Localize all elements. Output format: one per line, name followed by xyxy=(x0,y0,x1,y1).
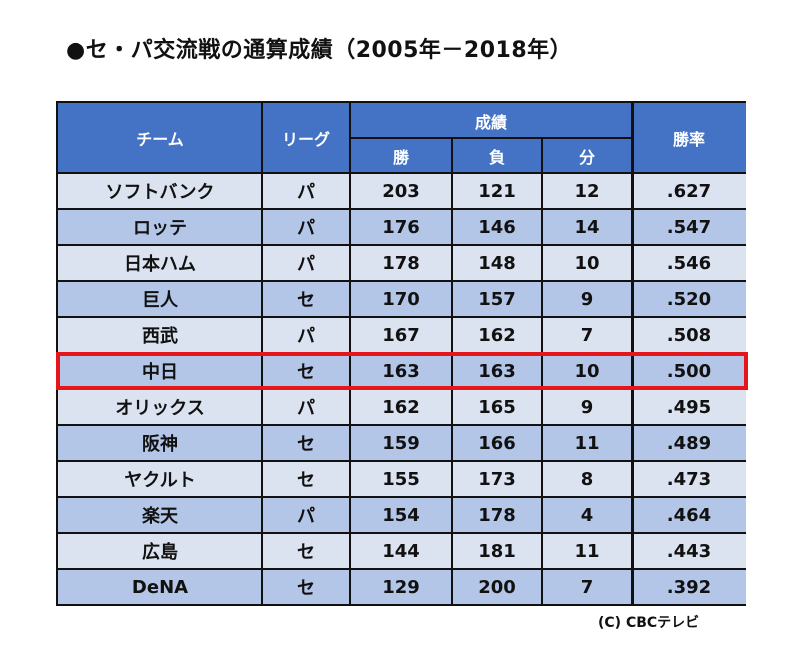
table-cell-pct: .443 xyxy=(632,533,746,569)
table-cell-wins: 159 xyxy=(350,425,452,461)
grid-line xyxy=(541,138,543,605)
table-cell-league: セ xyxy=(262,425,350,461)
header-win-pct: 勝率 xyxy=(632,103,746,173)
table-cell-pct: .508 xyxy=(632,317,746,353)
table-cell-pct: .520 xyxy=(632,281,746,317)
table-cell-wins: 178 xyxy=(350,245,452,281)
table-cell-draws: 12 xyxy=(542,173,632,209)
table-cell-losses: 173 xyxy=(452,461,542,497)
table-cell-league: パ xyxy=(262,245,350,281)
table-cell-team: 西武 xyxy=(58,317,262,353)
table-cell-draws: 4 xyxy=(542,497,632,533)
table-cell-pct: .489 xyxy=(632,425,746,461)
table-cell-wins: 176 xyxy=(350,209,452,245)
table-cell-team: ロッテ xyxy=(58,209,262,245)
grid-line xyxy=(58,280,746,282)
table-cell-league: セ xyxy=(262,461,350,497)
table-cell-wins: 162 xyxy=(350,389,452,425)
table-cell-draws: 10 xyxy=(542,245,632,281)
table-cell-league: パ xyxy=(262,317,350,353)
table-cell-league: セ xyxy=(262,533,350,569)
table-cell-losses: 157 xyxy=(452,281,542,317)
grid-line xyxy=(58,568,746,570)
table-cell-losses: 121 xyxy=(452,173,542,209)
grid-line xyxy=(58,316,746,318)
table-cell-league: パ xyxy=(262,389,350,425)
table-cell-wins: 144 xyxy=(350,533,452,569)
table-cell-wins: 155 xyxy=(350,461,452,497)
header-team: チーム xyxy=(58,103,262,173)
table-cell-losses: 165 xyxy=(452,389,542,425)
table-cell-pct: .392 xyxy=(632,569,746,605)
header-draws: 分 xyxy=(542,138,632,173)
grid-line xyxy=(58,460,746,462)
table-cell-draws: 9 xyxy=(542,281,632,317)
grid-line xyxy=(350,137,632,139)
grid-line xyxy=(58,208,746,210)
table-cell-wins: 167 xyxy=(350,317,452,353)
table-cell-draws: 11 xyxy=(542,425,632,461)
table-cell-draws: 14 xyxy=(542,209,632,245)
table-cell-pct: .546 xyxy=(632,245,746,281)
table-cell-pct: .495 xyxy=(632,389,746,425)
grid-line xyxy=(58,172,746,174)
table-cell-team: DeNA xyxy=(58,569,262,605)
table-cell-league: セ xyxy=(262,281,350,317)
header-wins: 勝 xyxy=(350,138,452,173)
table-cell-team: 中日 xyxy=(58,353,262,389)
table-cell-league: セ xyxy=(262,353,350,389)
table-cell-wins: 163 xyxy=(350,353,452,389)
table-cell-losses: 148 xyxy=(452,245,542,281)
table-cell-draws: 9 xyxy=(542,389,632,425)
table-cell-losses: 163 xyxy=(452,353,542,389)
table-cell-wins: 129 xyxy=(350,569,452,605)
table-cell-league: パ xyxy=(262,497,350,533)
table-cell-losses: 200 xyxy=(452,569,542,605)
table-cell-team: 日本ハム xyxy=(58,245,262,281)
table-cell-losses: 178 xyxy=(452,497,542,533)
header-league: リーグ xyxy=(262,103,350,173)
table-cell-draws: 8 xyxy=(542,461,632,497)
table-cell-draws: 10 xyxy=(542,353,632,389)
table-cell-losses: 162 xyxy=(452,317,542,353)
copyright-credit: (C) CBCテレビ xyxy=(598,615,700,631)
header-losses: 負 xyxy=(452,138,542,173)
table-cell-team: 巨人 xyxy=(58,281,262,317)
table-cell-team: 楽天 xyxy=(58,497,262,533)
table-cell-draws: 7 xyxy=(542,317,632,353)
table-cell-losses: 146 xyxy=(452,209,542,245)
standings-table: チーム リーグ 成績勝負分勝率 ソフトバンクパ 203 121 12.627 ロッテパ 176 1… xyxy=(56,101,746,606)
grid-line xyxy=(58,604,746,606)
table-cell-pct: .473 xyxy=(632,461,746,497)
table-cell-pct: .464 xyxy=(632,497,746,533)
table-cell-pct: .547 xyxy=(632,209,746,245)
grid-line xyxy=(58,496,746,498)
table-cell-draws: 7 xyxy=(542,569,632,605)
table-cell-losses: 181 xyxy=(452,533,542,569)
table-cell-league: パ xyxy=(262,173,350,209)
grid-line xyxy=(58,424,746,426)
table-cell-wins: 154 xyxy=(350,497,452,533)
table-cell-team: 阪神 xyxy=(58,425,262,461)
table-cell-pct: .500 xyxy=(632,353,746,389)
table-cell-team: ソフトバンク xyxy=(58,173,262,209)
table-cell-team: ヤクルト xyxy=(58,461,262,497)
table-cell-draws: 11 xyxy=(542,533,632,569)
table-cell-team: オリックス xyxy=(58,389,262,425)
page-title: ●セ・パ交流戦の通算成績（2005年－2018年） xyxy=(66,38,573,63)
grid-line xyxy=(58,532,746,534)
table-cell-wins: 170 xyxy=(350,281,452,317)
table-cell-team: 広島 xyxy=(58,533,262,569)
header-record: 成績 xyxy=(350,103,632,138)
grid-line xyxy=(451,138,453,605)
grid-line xyxy=(58,244,746,246)
table-cell-losses: 166 xyxy=(452,425,542,461)
highlight-box xyxy=(56,352,748,390)
table-cell-pct: .627 xyxy=(632,173,746,209)
table-cell-league: パ xyxy=(262,209,350,245)
table-cell-league: セ xyxy=(262,569,350,605)
table-cell-wins: 203 xyxy=(350,173,452,209)
